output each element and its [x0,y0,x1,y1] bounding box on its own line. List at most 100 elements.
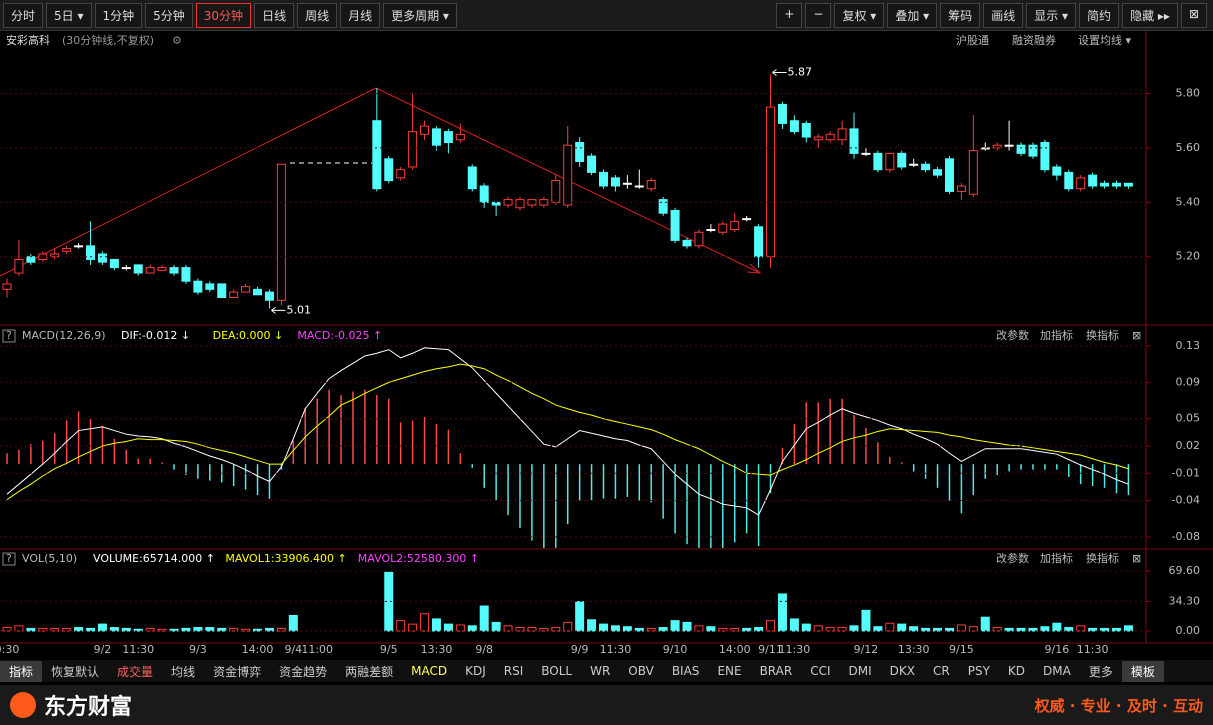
indicator-tab[interactable]: 模板 [1121,660,1164,682]
panel-button[interactable]: ⊠ [1132,329,1141,342]
candle-body [909,163,919,166]
annotation: 5.01 [286,303,311,316]
tool-button[interactable]: 筹码 [940,2,981,28]
x-tick-label: 11:30 [600,643,632,656]
indicator-tab[interactable]: DMA [1043,664,1071,678]
candle-body [718,223,728,233]
volume-bar [169,628,179,632]
indicator-tab[interactable]: OBV [628,664,654,678]
indicator-tab[interactable]: ENE [717,664,742,678]
period-button[interactable]: 日线 [254,2,295,28]
candle-body [145,267,155,274]
indicator-tab[interactable]: CCI [810,664,831,678]
panel-button[interactable]: 改参数 [996,551,1029,565]
indicator-tab[interactable]: DKX [889,664,915,678]
period-button[interactable]: 5分钟 [145,2,193,28]
indicator-tab[interactable]: KD [1007,664,1026,678]
period-button[interactable]: 分时 [3,2,44,28]
candle-body [62,248,72,252]
indicator-tab[interactable]: PSY [967,664,990,678]
candle-body [372,120,382,190]
volume-bar [610,625,620,632]
tool-button[interactable]: 简约 [1079,2,1120,28]
volume-bar [861,609,871,632]
tool-button[interactable]: + [776,2,803,28]
indicator-tab[interactable]: WR [590,664,611,678]
panel-button[interactable]: ⊠ [1132,552,1141,565]
volume-bar [694,625,704,632]
tool-button[interactable]: − [805,2,832,28]
help-icon: ? [6,329,12,342]
candle-body [169,267,179,274]
y-tick-label: 0.09 [1176,375,1201,388]
period-button[interactable]: 1分钟 [94,2,143,28]
panel-button[interactable]: 换指标 [1086,551,1119,565]
tool-button[interactable]: ⊠ [1180,2,1207,28]
y-tick-label: 34.30 [1169,594,1201,607]
volume-bar [801,623,811,632]
x-tick-label: 9/4 [284,643,302,656]
brand-name: 东方财富 [44,695,133,720]
settings-icon[interactable]: ⚙ [172,34,182,47]
volume-bar [837,627,847,632]
period-button[interactable]: 30分钟 [195,2,252,28]
tool-button[interactable]: 显示 ▾ [1026,2,1077,28]
help-box [2,552,16,566]
volume-bar [1004,627,1014,632]
period-button[interactable]: 更多周期 ▾ [383,2,457,28]
volume-bar [539,627,549,632]
candle-body [789,120,799,133]
panel-button[interactable]: 改参数 [996,328,1029,342]
volume-bar [288,614,298,632]
indicator-tab[interactable]: 更多 [1088,664,1113,679]
volume-bar [467,625,477,632]
period-button[interactable]: 周线 [297,2,338,28]
indicator-tab[interactable]: 两融差额 [345,664,394,679]
indicator-tab[interactable]: BOLL [541,664,573,678]
tool-button[interactable]: 复权 ▾ [834,2,885,28]
candle-body [515,199,525,209]
macd-plot [6,347,1130,548]
link[interactable]: 设置均线 ▾ [1078,33,1131,47]
volume-bar [1076,625,1086,632]
candle-body [408,131,418,168]
indicator-tab[interactable]: 成交量 [117,664,154,679]
x-tick-label: 11:30 [122,643,154,656]
indicator-tab[interactable]: MACD [411,664,448,678]
candle-body [551,180,561,203]
indicator-tab[interactable]: 资金博弈 [213,664,262,679]
indicator-tab[interactable]: 恢复默认 [51,664,100,679]
candle-body [742,218,752,221]
volume-bar [97,623,107,632]
indicator-tab[interactable]: DMI [848,664,872,678]
candle-body [622,182,632,185]
volume-bar [754,627,764,632]
indicator-tab[interactable]: 均线 [171,664,196,679]
tool-button[interactable]: 叠加 ▾ [887,2,938,28]
volume-bar [264,627,274,632]
indicator-tab[interactable]: CR [933,664,950,678]
tool-button[interactable]: 隐藏 ▸▸ [1122,2,1178,28]
panel-button[interactable]: 换指标 [1086,328,1119,342]
link[interactable]: 沪股通 [956,33,989,47]
panel-button[interactable]: 加指标 [1040,328,1073,342]
link[interactable]: 融资融券 [1012,33,1056,47]
volume-bar [133,628,143,632]
tool-button[interactable]: 画线 [983,2,1024,28]
candle-body [384,158,394,182]
panel-button[interactable]: 加指标 [1040,551,1073,565]
x-tick-label: 9/15 [949,643,974,656]
period-button[interactable]: 月线 [340,2,381,28]
indicator-tab[interactable]: BRAR [759,664,793,678]
indicator-tab[interactable]: 指标 [0,660,43,682]
indicator-tab[interactable]: RSI [503,664,524,678]
candle-body [264,291,274,301]
indicator-tab[interactable]: 资金趋势 [279,664,328,679]
indicator-tab[interactable]: KDJ [465,664,486,678]
candle-body [801,122,811,138]
indicator-tab[interactable]: BIAS [671,664,700,678]
candle-body [205,283,215,290]
period-button[interactable]: 5日 ▾ [46,2,92,28]
candle-body [241,286,251,293]
